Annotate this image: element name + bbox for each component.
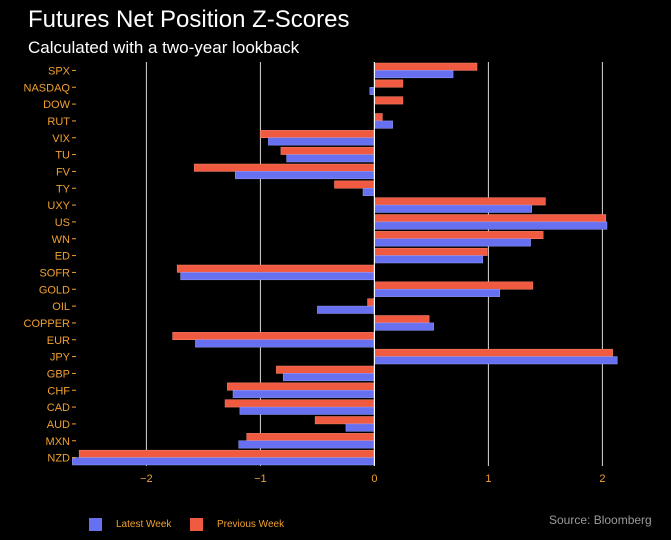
bar-previous-aud	[314, 416, 375, 425]
category-label-nasdaq: NASDAQ	[24, 82, 71, 94]
category-label-aud: AUD	[47, 419, 70, 431]
bar-previous-copper	[374, 315, 430, 324]
bar-latest-jpy	[374, 356, 618, 365]
bar-previous-gold	[374, 281, 534, 290]
bar-previous-spx	[374, 62, 478, 71]
category-label-uxy: UXY	[47, 200, 70, 212]
bar-latest-nasdaq	[369, 87, 375, 95]
legend-swatch-previous	[190, 518, 203, 531]
bar-latest-fv	[235, 171, 375, 180]
category-label-chf: CHF	[47, 385, 70, 397]
bar-previous-sofr	[176, 264, 375, 273]
x-tick-label-1: −1	[254, 473, 267, 485]
bar-previous-vix	[260, 130, 375, 139]
bar-previous-rut	[374, 113, 383, 122]
category-label-tu: TU	[55, 150, 70, 162]
bar-latest-gbp	[282, 373, 375, 382]
bar-latest-oil	[317, 305, 375, 314]
legend-label-latest: Latest Week	[116, 519, 172, 530]
bar-latest-aud	[345, 423, 375, 432]
bar-previous-dow	[374, 96, 404, 105]
bar-previous-chf	[227, 382, 375, 391]
bar-latest-cad	[239, 406, 375, 415]
category-label-gbp: GBP	[47, 368, 70, 380]
bar-latest-tu	[286, 154, 375, 163]
bar-latest-mxn	[238, 440, 375, 449]
bar-latest-us	[374, 221, 608, 230]
category-label-jpy: JPY	[50, 352, 71, 364]
category-label-cad: CAD	[47, 402, 70, 414]
bar-previous-nzd	[78, 449, 375, 458]
x-tick-label-3: 1	[485, 473, 491, 485]
bar-previous-cad	[224, 399, 375, 408]
category-label-us: US	[55, 217, 70, 229]
bar-latest-chf	[232, 390, 375, 398]
category-label-oil: OIL	[52, 301, 70, 313]
category-label-sofr: SOFR	[39, 267, 70, 279]
bar-previous-us	[374, 214, 607, 223]
category-label-dow: DOW	[43, 99, 71, 111]
bar-previous-tu	[280, 146, 375, 155]
bar-latest-wn	[374, 238, 531, 247]
legend-previous: Previous Week	[190, 518, 284, 531]
source-note: Source: Bloomberg	[549, 513, 652, 527]
bar-previous-jpy	[374, 348, 613, 357]
category-label-rut: RUT	[47, 116, 70, 128]
category-label-nzd: NZD	[47, 453, 70, 465]
bar-previous-oil	[367, 298, 375, 307]
x-tick-label-0: −2	[140, 473, 153, 485]
x-tick-label-4: 2	[599, 473, 605, 485]
bar-previous-eur	[172, 332, 375, 341]
chart-title: Futures Net Position Z-Scores	[28, 6, 350, 33]
category-label-eur: EUR	[47, 335, 70, 347]
bar-latest-sofr	[180, 272, 375, 281]
category-label-mxn: MXN	[46, 436, 71, 448]
bar-previous-gbp	[276, 365, 375, 374]
bar-latest-ty	[362, 188, 375, 196]
legend-swatch-latest	[89, 518, 102, 531]
x-tick-label-2: 0	[371, 473, 377, 485]
category-label-wn: WN	[52, 234, 70, 246]
bar-latest-vix	[268, 137, 375, 146]
bar-previous-nasdaq	[374, 79, 404, 88]
bar-latest-rut	[374, 120, 393, 129]
category-label-spx: SPX	[48, 65, 71, 77]
bar-latest-uxy	[374, 204, 532, 213]
bar-previous-ty	[334, 180, 375, 189]
category-label-ty: TY	[56, 183, 71, 195]
category-label-gold: GOLD	[39, 284, 70, 296]
bar-latest-spx	[374, 70, 454, 79]
legend-latest: Latest Week	[89, 518, 171, 531]
bar-latest-nzd	[72, 457, 375, 466]
category-label-copper: COPPER	[24, 318, 71, 330]
category-label-fv: FV	[56, 166, 71, 178]
bar-latest-ed	[374, 255, 483, 264]
category-label-vix: VIX	[52, 133, 70, 145]
bar-previous-fv	[194, 163, 375, 172]
bar-latest-copper	[374, 322, 434, 331]
bar-latest-gold	[374, 289, 501, 297]
chart-subtitle: Calculated with a two-year lookback	[28, 38, 300, 57]
bar-previous-ed	[374, 247, 488, 256]
bar-latest-eur	[195, 339, 375, 348]
category-label-ed: ED	[55, 251, 70, 263]
legend-label-previous: Previous Week	[217, 519, 285, 530]
bar-previous-wn	[374, 231, 544, 240]
bar-previous-uxy	[374, 197, 546, 206]
bar-previous-mxn	[246, 433, 375, 442]
